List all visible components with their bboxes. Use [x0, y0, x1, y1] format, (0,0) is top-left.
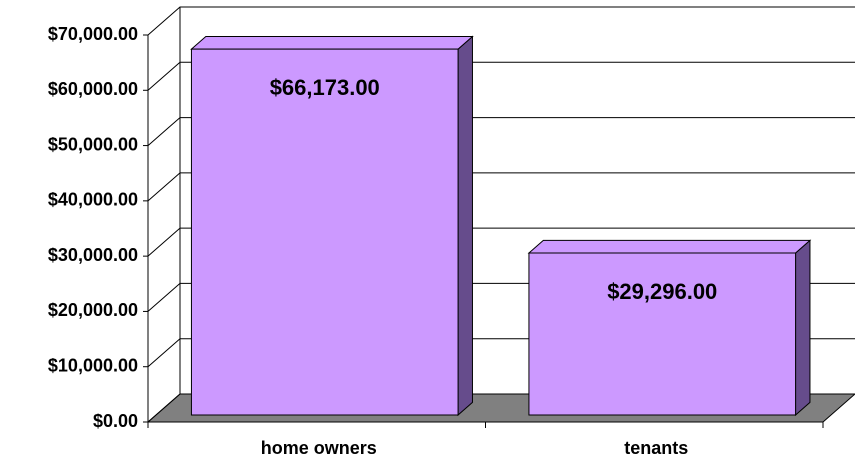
- bar-side: [795, 239, 811, 417]
- bar-front: [190, 48, 459, 416]
- grid-line: [147, 117, 855, 146]
- grid-line: [147, 172, 855, 202]
- y-tick-label: $60,000.00: [48, 79, 138, 99]
- bar-front: [528, 252, 797, 416]
- bar-top: [190, 36, 474, 50]
- grid-line: [147, 6, 855, 36]
- y-tick-label: $70,000.00: [48, 24, 138, 44]
- x-tick-label: home owners: [261, 438, 377, 458]
- grid-line: [147, 227, 855, 257]
- x-tick-label: tenants: [624, 438, 688, 458]
- value-label: $29,296.00: [607, 279, 717, 304]
- bar-side: [457, 35, 473, 417]
- bar-top: [527, 239, 812, 254]
- y-tick-label: $20,000.00: [48, 300, 138, 320]
- bar: [527, 239, 812, 417]
- y-tick-label: $10,000.00: [48, 355, 138, 375]
- y-tick-label: $50,000.00: [48, 134, 138, 154]
- y-tick-label: $0.00: [93, 411, 138, 431]
- bar: [190, 35, 474, 417]
- y-tick-label: $40,000.00: [48, 190, 138, 210]
- y-tick-label: $30,000.00: [48, 245, 138, 265]
- grid-line: [147, 61, 855, 91]
- value-label: $66,173.00: [270, 75, 380, 100]
